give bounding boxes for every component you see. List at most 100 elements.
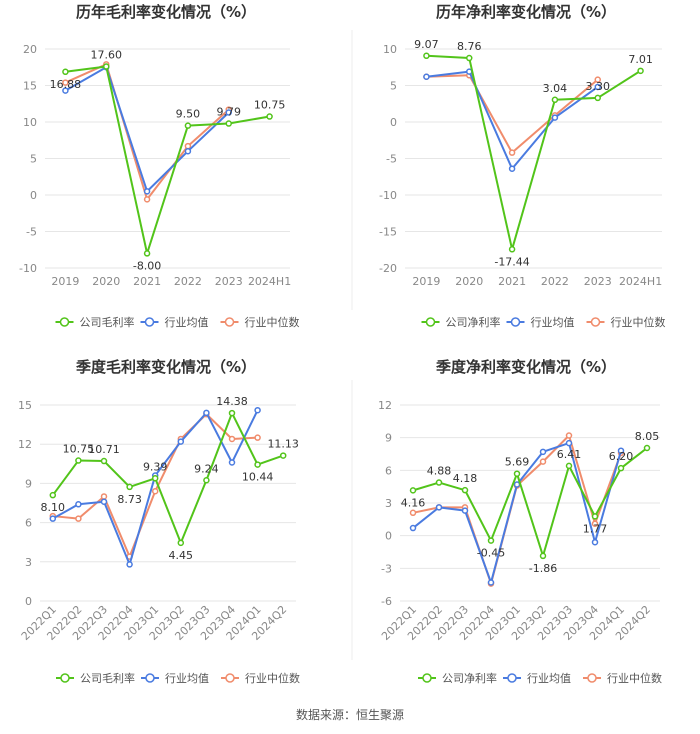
data-label: 8.10 (41, 501, 66, 514)
legend-item-industry_median: 行业中位数 (586, 315, 666, 329)
data-point-industry_median (151, 487, 159, 495)
x-tick-label: 2021 (498, 275, 526, 288)
data-label: 9.39 (143, 460, 168, 473)
legend-item-industry_avg: 行业均值 (503, 672, 571, 685)
data-point-industry_median (143, 196, 151, 203)
data-point-company (151, 475, 159, 482)
legend-swatch-marker (587, 673, 597, 683)
y-tick-label: -20 (379, 262, 397, 275)
legend-label: 行业均值 (531, 316, 575, 329)
x-tick-label: 2023 (584, 275, 612, 288)
data-point-company (617, 464, 625, 472)
data-point-company (184, 122, 192, 129)
data-point-industry_median (100, 493, 108, 500)
data-point-industry_avg (409, 524, 417, 532)
data-point-company (461, 486, 469, 494)
data-label: 11.13 (267, 438, 299, 451)
series-line-company (65, 65, 270, 255)
data-label: 16.88 (50, 78, 82, 91)
legend-label: 公司净利率 (442, 671, 497, 685)
data-point-industry_median (539, 458, 547, 465)
data-point-company (266, 113, 273, 120)
chart-title: 历年毛利率变化情况（%） (76, 3, 256, 21)
data-label: -8.00 (133, 259, 161, 272)
x-tick-label: 2020 (455, 275, 483, 288)
y-tick-label: 15 (18, 399, 32, 412)
data-point-industry_median (254, 434, 261, 441)
data-point-company (487, 537, 495, 544)
data-point-company (225, 120, 232, 127)
legend-label: 行业中位数 (245, 671, 300, 685)
data-point-industry_avg (75, 501, 82, 508)
data-point-industry_median (62, 79, 69, 86)
data-point-industry_avg (203, 409, 210, 417)
data-label: 4.16 (401, 496, 426, 509)
data-point-company (203, 477, 210, 484)
data-point-industry_avg (100, 498, 108, 505)
legend-swatch-marker (59, 317, 70, 327)
data-label: -1.86 (529, 562, 557, 575)
legend-swatch-marker (422, 673, 432, 683)
x-tick-label: 2024H1 (248, 275, 291, 288)
data-label: 4.18 (453, 472, 478, 485)
data-point-industry_median (184, 142, 192, 150)
legend-item-industry_avg: 行业均值 (140, 316, 209, 329)
data-label: 3.30 (586, 80, 611, 93)
data-point-industry_avg (551, 114, 559, 121)
data-label: 9.79 (217, 106, 242, 119)
series-line-industry_median (426, 74, 599, 154)
legend-swatch-marker (145, 673, 155, 683)
y-tick-label: 9 (25, 477, 32, 490)
legend-item-company: 公司净利率 (418, 671, 497, 685)
legend-item-industry_median: 行业中位数 (220, 315, 300, 329)
y-tick-label: 20 (23, 43, 37, 56)
data-label: 4.45 (169, 549, 194, 562)
data-point-company (409, 487, 417, 494)
data-point-industry_median (594, 76, 601, 83)
y-tick-label: 6 (25, 517, 32, 530)
legend-label: 行业均值 (165, 672, 209, 685)
data-point-industry_avg (49, 515, 57, 522)
y-tick-label: 5 (390, 80, 397, 93)
x-tick-label: 2019 (412, 275, 440, 288)
data-point-industry_avg (184, 147, 192, 155)
legend-swatch-marker (590, 317, 601, 327)
data-label: 7.01 (628, 53, 653, 66)
legend-item-company: 公司毛利率 (56, 671, 135, 685)
data-point-company (279, 452, 287, 459)
legend-label: 公司毛利率 (80, 315, 135, 329)
y-tick-label: 5 (30, 153, 37, 166)
series-line-industry_median (65, 63, 230, 201)
data-point-company (591, 513, 599, 520)
data-point-industry_avg (143, 188, 151, 195)
data-label: 3.04 (543, 82, 568, 95)
data-label: 6.20 (609, 450, 634, 463)
legend-item-industry_median: 行业中位数 (583, 671, 662, 685)
data-label: 14.38 (216, 395, 248, 408)
data-point-industry_avg (228, 459, 236, 466)
data-point-industry_avg (617, 447, 625, 454)
data-label: 9.07 (414, 38, 439, 51)
y-tick-label: 0 (25, 595, 32, 608)
data-point-company (539, 552, 547, 560)
data-point-industry_avg (594, 83, 601, 91)
data-point-company (551, 96, 559, 104)
y-tick-label: 12 (18, 438, 32, 451)
data-label: 8.05 (635, 430, 660, 443)
data-label: 4.88 (427, 465, 452, 478)
chart-panel-3: 季度毛利率变化情况（%）151296302022Q12022Q22022Q320… (18, 358, 300, 685)
legend-label: 行业中位数 (607, 671, 662, 685)
series-line-company (51, 412, 284, 544)
series-line-company (412, 447, 648, 557)
y-tick-label: -6 (381, 595, 392, 608)
chart-panel-4: 季度净利率变化情况（%）129630-3-62022Q12022Q22022Q3… (378, 358, 662, 685)
series-line-industry_median (52, 413, 258, 558)
y-tick-label: 9 (385, 432, 392, 445)
legend-swatch-marker (225, 673, 235, 683)
x-tick-label: 2024H1 (619, 275, 662, 288)
data-source-footer: 数据来源：恒生聚源 (295, 708, 404, 722)
y-tick-label: 15 (23, 80, 37, 93)
data-point-industry_avg (487, 579, 495, 586)
data-point-company (423, 52, 430, 60)
